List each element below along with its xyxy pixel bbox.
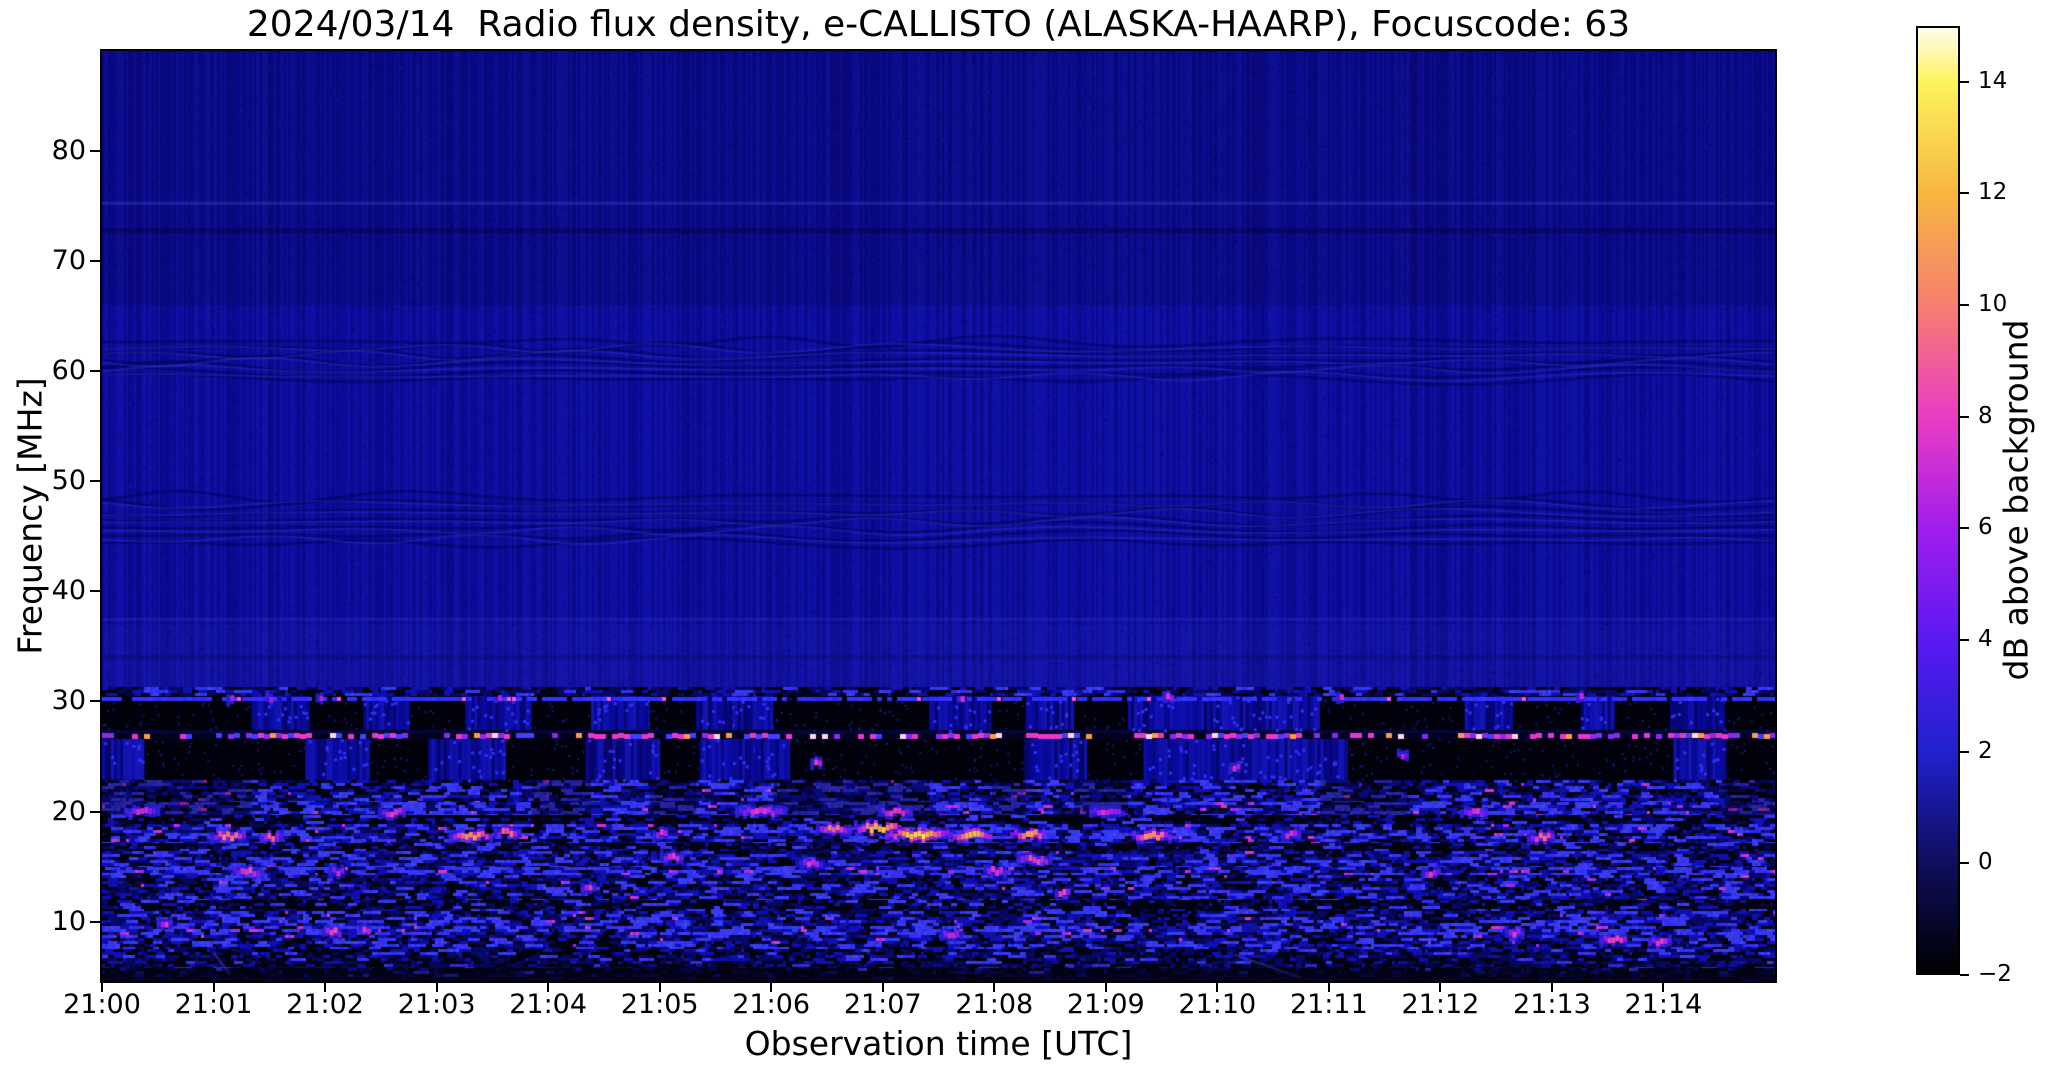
x-tick-mark [1439,981,1442,992]
colorbar [1916,26,1960,975]
x-tick-mark [435,981,438,992]
colorbar-tick-mark [1960,192,1969,195]
colorbar-tick-label: 6 [1978,514,1993,541]
x-tick-label: 21:05 [620,989,699,1020]
y-tick-mark [90,700,102,703]
x-tick-mark [101,981,103,992]
chart-title: 2024/03/14 Radio flux density, e-CALLIST… [246,4,1631,45]
x-tick-label: 21:00 [63,989,141,1020]
y-tick-mark [90,810,102,813]
y-tick-mark [90,480,102,483]
colorbar-tick-mark [1960,80,1969,83]
colorbar-tick-mark [1960,974,1969,976]
y-tick-label: 50 [51,465,86,497]
y-tick-mark [90,260,102,263]
x-tick-label: 21:14 [1624,989,1703,1020]
x-tick-label: 21:12 [1401,989,1480,1020]
y-tick-mark [90,370,102,373]
colorbar-tick-label: 14 [1978,67,2008,94]
spectrogram-plot-area [102,51,1775,981]
colorbar-tick-label: 8 [1978,402,1993,429]
colorbar-tick-mark [1960,750,1969,753]
spectrogram-canvas [102,51,1775,981]
x-tick-mark [547,981,550,992]
y-tick-mark [90,920,102,923]
y-tick-label: 60 [51,355,86,387]
colorbar-tick-label: 2 [1978,737,1993,764]
x-tick-label: 21:09 [1066,989,1145,1020]
y-tick-label: 70 [51,245,86,277]
x-tick-label: 21:13 [1513,989,1591,1020]
y-tick-mark [90,590,102,593]
colorbar-tick-mark [1960,639,1969,642]
y-tick-mark [90,150,102,153]
x-tick-label: 21:04 [509,989,588,1020]
x-tick-mark [993,981,996,992]
colorbar-tick-label: 0 [1978,849,1993,876]
colorbar-tick-label: 10 [1978,291,2008,318]
colorbar-label: dB above background [1996,319,2036,681]
colorbar-tick-label: 12 [1978,179,2008,206]
y-axis-label: Frequency [MHz] [10,377,50,655]
colorbar-tick-mark [1960,862,1969,865]
x-tick-mark [212,981,215,992]
x-tick-mark [658,981,661,992]
x-tick-mark [324,981,327,992]
x-tick-label: 21:06 [732,989,811,1020]
y-tick-label: 20 [51,795,86,827]
x-tick-mark [770,981,773,992]
x-tick-mark [1662,981,1665,992]
x-tick-mark [1104,981,1107,992]
y-tick-label: 80 [51,135,86,167]
x-tick-label: 21:02 [286,989,364,1020]
x-axis-label: Observation time [UTC] [744,1024,1133,1063]
x-tick-mark [1550,981,1553,992]
x-tick-mark [1216,981,1219,992]
colorbar-tick-mark [1960,415,1969,418]
colorbar-tick-mark [1960,304,1969,307]
y-tick-label: 40 [51,575,86,607]
y-tick-label: 30 [51,685,86,717]
x-tick-mark [881,981,884,992]
x-tick-label: 21:11 [1289,989,1368,1020]
x-tick-label: 21:10 [1178,989,1257,1020]
colorbar-tick-label: 4 [1978,626,1993,653]
colorbar-tick-mark [1960,527,1969,530]
x-tick-label: 21:07 [843,989,922,1020]
x-tick-label: 21:01 [174,989,253,1020]
x-tick-label: 21:03 [397,989,476,1020]
colorbar-tick-label: −2 [1978,961,2012,987]
x-tick-label: 21:08 [955,989,1034,1020]
y-tick-label: 10 [51,905,86,937]
x-tick-mark [1327,981,1330,992]
